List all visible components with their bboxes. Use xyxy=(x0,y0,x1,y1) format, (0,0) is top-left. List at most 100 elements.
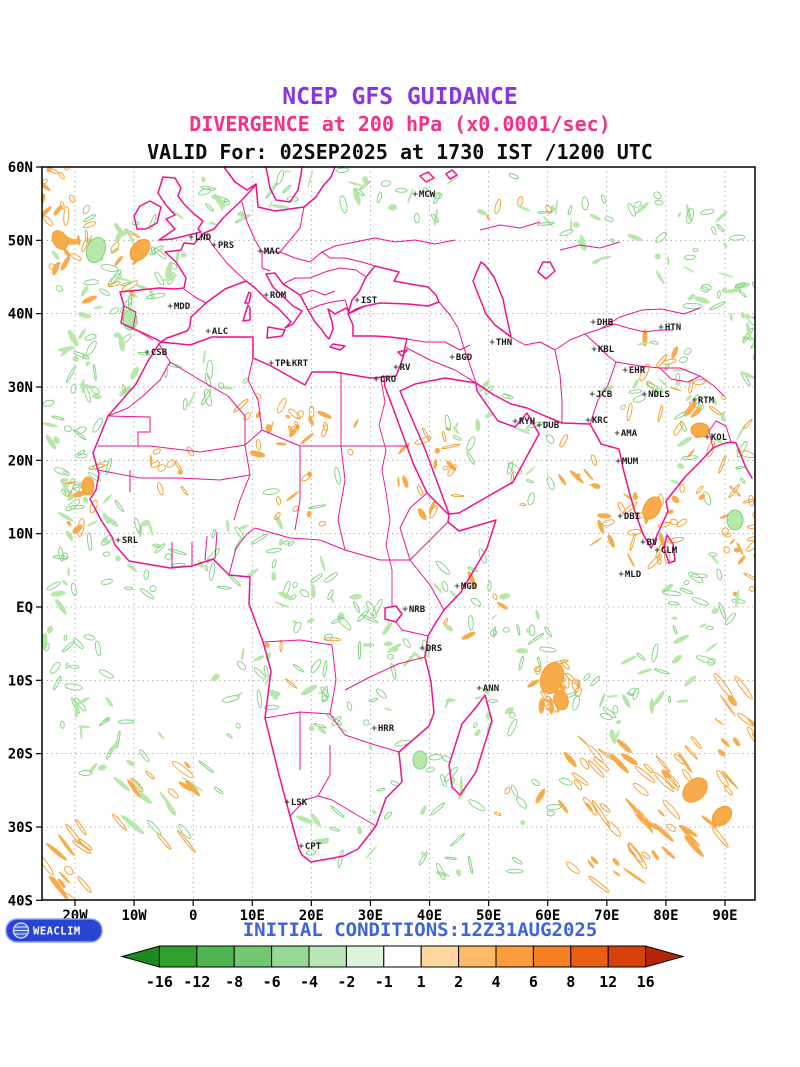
station-marker xyxy=(617,513,623,519)
green-divergence-speckle xyxy=(300,684,318,696)
orange-divergence-speckle xyxy=(623,493,634,501)
green-divergence-speckle xyxy=(559,229,574,237)
orange-divergence-speckle xyxy=(653,771,675,792)
green-divergence-speckle xyxy=(331,716,342,727)
orange-divergence-speckle xyxy=(632,782,649,796)
orange-divergence-speckle xyxy=(42,215,54,227)
lat-tick-label: EQ xyxy=(16,600,33,616)
green-divergence-speckle xyxy=(653,191,662,200)
green-divergence-speckle xyxy=(686,394,692,401)
orange-divergence-speckle xyxy=(186,446,195,457)
orange-divergence-speckle xyxy=(243,412,251,421)
orange-divergence-speckle xyxy=(698,493,706,501)
station-label-lsk: LSK xyxy=(291,798,308,808)
green-divergence-speckle xyxy=(109,739,119,754)
orange-divergence-speckle xyxy=(560,659,570,670)
orange-divergence-speckle xyxy=(321,424,328,438)
orange-divergence-speckle xyxy=(721,394,726,401)
orange-divergence-speckle xyxy=(622,867,646,884)
green-divergence-speckle xyxy=(265,547,282,554)
green-divergence-speckle xyxy=(536,221,555,226)
colorbar-tick-label: 6 xyxy=(529,973,538,991)
green-divergence-blob xyxy=(85,236,107,264)
orange-divergence-blob xyxy=(682,777,708,803)
green-divergence-speckle xyxy=(394,739,411,747)
green-divergence-speckle xyxy=(299,589,310,598)
green-divergence-speckle xyxy=(269,201,273,208)
orange-divergence-speckle xyxy=(569,470,584,484)
green-divergence-speckle xyxy=(310,584,316,599)
green-divergence-speckle xyxy=(63,470,70,476)
green-divergence-speckle xyxy=(83,279,99,286)
logo-background xyxy=(5,918,103,943)
green-divergence-speckle xyxy=(649,698,655,714)
ireland xyxy=(133,200,162,230)
green-divergence-speckle xyxy=(86,340,97,356)
orange-divergence-speckle xyxy=(616,739,632,754)
green-divergence-speckle xyxy=(620,404,626,410)
colorbar-segment xyxy=(383,945,422,968)
station-label-rom: ROM xyxy=(270,291,287,301)
station-marker xyxy=(640,539,646,545)
green-divergence-speckle xyxy=(444,414,451,431)
green-divergence-speckle xyxy=(504,707,514,715)
green-divergence-speckle xyxy=(241,647,245,661)
green-divergence-speckle xyxy=(282,185,292,194)
green-divergence-speckle xyxy=(654,199,664,206)
orange-divergence-speckle xyxy=(83,221,97,229)
lat-tick-label: 40S xyxy=(8,893,33,909)
station-marker xyxy=(654,547,660,553)
arabia-coastline xyxy=(399,377,540,515)
orange-divergence-speckle xyxy=(562,673,570,689)
green-divergence-speckle xyxy=(687,571,704,584)
green-divergence-speckle xyxy=(339,195,348,214)
orange-divergence-speckle xyxy=(727,695,738,707)
station-label-lnd: LND xyxy=(195,233,212,243)
green-divergence-speckle xyxy=(63,425,72,433)
orange-divergence-speckle xyxy=(75,819,87,836)
green-divergence-speckle xyxy=(164,553,173,560)
green-divergence-speckle xyxy=(42,399,55,407)
colorbar-tick-label: 8 xyxy=(566,973,575,991)
green-divergence-speckle xyxy=(478,548,487,564)
orange-divergence-speckle xyxy=(63,248,71,257)
green-divergence-speckle xyxy=(282,170,291,173)
green-divergence-speckle xyxy=(700,285,709,293)
orange-divergence-speckle xyxy=(643,763,654,774)
orange-divergence-speckle xyxy=(684,744,698,760)
green-divergence-speckle xyxy=(346,701,353,711)
orange-divergence-speckle xyxy=(629,533,636,552)
green-divergence-speckle xyxy=(383,811,393,820)
lon-tick-label: 40E xyxy=(417,908,442,924)
green-divergence-speckle xyxy=(383,641,393,647)
lat-tick-label: 40N xyxy=(8,307,33,323)
mediterranean-islands xyxy=(242,291,408,357)
station-marker xyxy=(393,364,399,370)
orange-divergence-speckle xyxy=(275,442,287,446)
orange-divergence-speckle xyxy=(433,458,438,470)
station-label-ryh: RYH xyxy=(519,417,535,427)
green-divergence-speckle xyxy=(223,198,231,206)
orange-divergence-speckle xyxy=(734,675,753,700)
green-divergence-speckle xyxy=(324,572,339,583)
green-divergence-speckle xyxy=(507,462,523,475)
green-divergence-speckle xyxy=(310,812,321,828)
orange-divergence-speckle xyxy=(288,428,297,437)
green-divergence-speckle xyxy=(542,215,554,228)
green-divergence-speckle xyxy=(116,229,131,238)
green-divergence-speckle xyxy=(278,539,284,547)
green-divergence-speckle xyxy=(362,643,375,647)
orange-divergence-speckle xyxy=(577,735,589,746)
green-divergence-speckle xyxy=(127,563,138,572)
orange-divergence-speckle xyxy=(656,556,662,565)
green-divergence-speckle xyxy=(88,471,101,482)
green-divergence-speckle xyxy=(355,188,365,197)
green-divergence-speckle xyxy=(130,366,140,380)
green-divergence-speckle xyxy=(444,856,457,860)
green-divergence-speckle xyxy=(454,421,459,430)
orange-divergence-speckle xyxy=(42,206,52,218)
station-marker xyxy=(144,349,150,355)
colorbar-segment xyxy=(458,945,497,968)
orange-divergence-speckle xyxy=(64,865,74,876)
